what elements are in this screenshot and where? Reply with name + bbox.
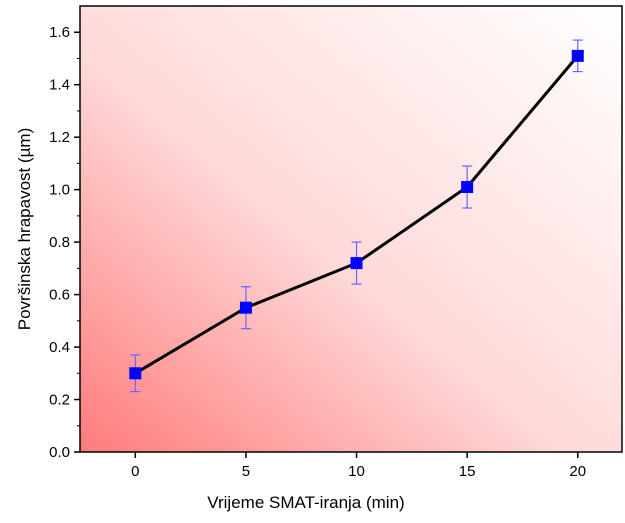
data-point	[239, 301, 252, 314]
y-tick-label: 1.4	[49, 77, 70, 94]
series-layer	[129, 39, 584, 393]
y-axis-title: Površinska hrapavost (µm)	[15, 128, 34, 331]
x-tick-label: 20	[569, 463, 586, 480]
y-tick-label: 0.4	[49, 339, 70, 356]
x-tick-label: 0	[131, 463, 139, 480]
y-tick-label: 0.2	[49, 392, 70, 409]
x-tick-label: 10	[348, 463, 365, 480]
x-axis-title: Vrijeme SMAT-iranja (min)	[207, 493, 404, 512]
data-markers	[129, 49, 584, 380]
y-tick-label: 1.2	[49, 129, 70, 146]
data-point	[571, 49, 584, 62]
x-tick-label: 5	[242, 463, 250, 480]
axis-tick-labels: 0 5 10 15 20 0.0 0.2 0.4 0.6 0.8 1.0 1.2 1.4 1.6	[49, 24, 586, 480]
y-tick-label: 0.8	[49, 234, 70, 251]
data-point	[129, 367, 142, 380]
x-tick-label: 15	[459, 463, 476, 480]
y-tick-label: 1.6	[49, 24, 70, 41]
plot-frame	[79, 5, 623, 453]
y-tick-label: 1.0	[49, 182, 70, 199]
data-point	[461, 181, 474, 194]
y-tick-label: 0.0	[49, 444, 70, 461]
plot-area	[80, 6, 622, 452]
axis-ticks	[74, 31, 579, 458]
y-tick-label: 0.6	[49, 287, 70, 304]
data-point	[350, 257, 363, 270]
